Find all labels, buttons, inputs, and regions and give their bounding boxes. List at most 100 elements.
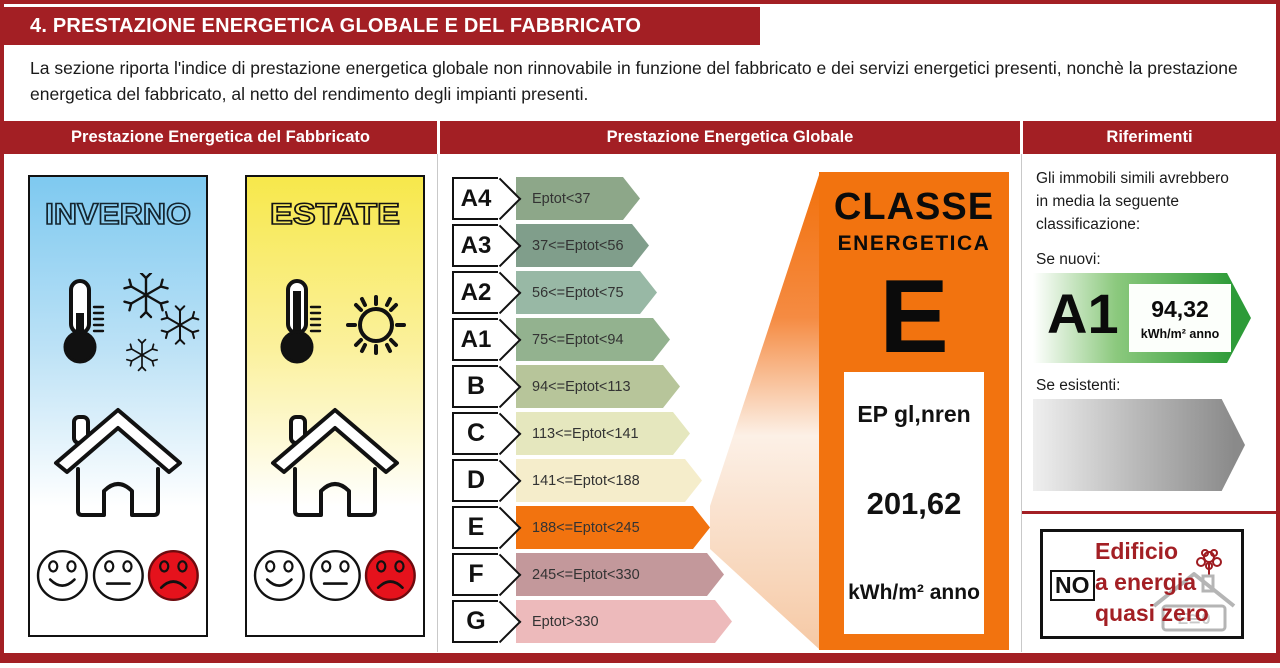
class-range-arrow-E: 188<=Eptot<245 [516, 506, 710, 549]
class-letter-label: G [452, 600, 498, 643]
class-range-arrow-G: Eptot>330 [516, 600, 732, 643]
riferimenti-intro: Gli immobili simili avrebbero in media l… [1036, 170, 1229, 233]
new-building-class: A1 [1047, 282, 1119, 345]
new-building-class-arrow: A1 94,32 kWh/m² anno [1033, 273, 1251, 363]
class-range-text: 37<=Eptot<56 [532, 237, 624, 254]
ep-metric-label: EP gl,nren [857, 401, 971, 428]
class-letter-label: B [452, 365, 498, 408]
sad-face-icon [365, 549, 417, 602]
class-letter-label: A2 [452, 271, 498, 314]
ep-value: 201,62 [866, 486, 962, 522]
class-letter-label: A4 [452, 177, 498, 220]
ep-value-box: EP gl,nren 201,62 kWh/m² anno [844, 372, 984, 634]
nzeb-box: E≅0 NO Edificio a energia quasi zero [1040, 529, 1244, 639]
snowflake-icon [123, 273, 200, 372]
class-letter-label: A1 [452, 318, 498, 361]
column-header-globale: Prestazione Energetica Globale [440, 121, 1020, 154]
summer-faces [253, 549, 417, 602]
energy-class-row-D: D 141<=Eptot<188 [452, 459, 732, 503]
class-range-arrow-C: 113<=Eptot<141 [516, 412, 690, 455]
winter-faces [36, 549, 200, 602]
class-letter-label: A3 [452, 224, 498, 267]
class-label-pentagon: A4 [452, 177, 522, 221]
riferimenti-divider [1022, 511, 1276, 514]
class-letter-label: F [452, 553, 498, 596]
nzeb-house-icon: E≅0 [1152, 549, 1236, 632]
house-icon [271, 408, 399, 517]
global-performance-column: A4 Eptot<37 A3 37<=Eptot<56 A2 56<=Eptot<75 A1… [440, 155, 1021, 652]
thermometer-icon [63, 279, 105, 364]
class-range-text: 245<=Eptot<330 [532, 566, 640, 583]
if-new-label: Se nuovi: [1036, 251, 1101, 268]
energy-class-row-G: G Eptot>330 [452, 600, 732, 644]
energy-class-row-A2: A2 56<=Eptot<75 [452, 271, 732, 315]
new-building-value: 94,32 [1151, 295, 1209, 322]
class-range-text: Eptot>330 [532, 613, 599, 630]
house-icon [54, 408, 182, 517]
nzeb-text-line2: a energia [1095, 569, 1196, 595]
class-range-arrow-A1: 75<=Eptot<94 [516, 318, 670, 361]
summer-title-text: ESTATE [270, 198, 400, 231]
class-range-text: Eptot<37 [532, 190, 591, 207]
happy-face-icon [253, 549, 305, 602]
class-label-pentagon: E [452, 506, 522, 550]
classe-title: CLASSE [833, 186, 995, 228]
class-range-arrow-A3: 37<=Eptot<56 [516, 224, 649, 267]
sad-face-icon [148, 549, 200, 602]
new-building-unit: kWh/m² anno [1140, 326, 1220, 341]
column-divider-left [437, 154, 438, 652]
energy-class-row-C: C 113<=Eptot<141 [452, 412, 732, 456]
class-letter-label: D [452, 459, 498, 502]
class-range-arrow-A2: 56<=Eptot<75 [516, 271, 657, 314]
class-letter-label: E [452, 506, 498, 549]
class-letter: E [879, 259, 949, 375]
nzeb-text-line3: quasi zero [1095, 600, 1209, 626]
summer-panel: ESTATE [245, 175, 425, 637]
if-existing-label: Se esistenti: [1036, 377, 1121, 394]
class-label-pentagon: B [452, 365, 522, 409]
energy-class-row-A4: A4 Eptot<37 [452, 177, 732, 221]
class-label-pentagon: D [452, 459, 522, 503]
energetica-title: ENERGETICA [837, 232, 991, 255]
energy-class-row-A1: A1 75<=Eptot<94 [452, 318, 732, 362]
section-title-bar: 4. PRESTAZIONE ENERGETICA GLOBALE E DEL … [4, 7, 760, 45]
happy-face-icon [36, 549, 88, 602]
summer-title: ESTATE [269, 197, 401, 232]
class-range-arrow-F: 245<=Eptot<330 [516, 553, 724, 596]
nzeb-text-line1: Edificio [1095, 538, 1179, 564]
section-title: 4. PRESTAZIONE ENERGETICA GLOBALE E DEL … [30, 14, 642, 37]
winter-title: INVERNO [44, 197, 192, 232]
class-range-text: 75<=Eptot<94 [532, 331, 624, 348]
energy-class-row-B: B 94<=Eptot<113 [452, 365, 732, 409]
energy-class-panel: CLASSE ENERGETICA E EP gl,nren 201,62 kW… [819, 172, 1009, 650]
class-label-pentagon: A2 [452, 271, 522, 315]
class-label-pentagon: G [452, 600, 522, 644]
class-range-text: 188<=Eptot<245 [532, 519, 640, 536]
class-range-text: 141<=Eptot<188 [532, 472, 640, 489]
class-range-text: 56<=Eptot<75 [532, 284, 624, 301]
class-range-arrow-D: 141<=Eptot<188 [516, 459, 702, 502]
class-label-pentagon: F [452, 553, 522, 597]
ep-unit: kWh/m² anno [848, 580, 980, 604]
energy-class-scale: A4 Eptot<37 A3 37<=Eptot<56 A2 56<=Eptot<75 A1… [452, 177, 732, 647]
column-divider-right [1021, 154, 1022, 652]
neutral-face-icon [309, 549, 361, 602]
existing-building-class-arrow [1033, 399, 1245, 491]
column-headers: Prestazione Energetica del Fabbricato Pr… [4, 121, 1276, 154]
section-description: La sezione riporta l'indice di prestazio… [30, 58, 1238, 104]
column-header-riferimenti: Riferimenti [1023, 121, 1276, 154]
column-header-fabbricato: Prestazione Energetica del Fabbricato [4, 121, 437, 154]
energy-class-row-F: F 245<=Eptot<330 [452, 553, 732, 597]
new-building-value-box: 94,32 kWh/m² anno [1129, 284, 1231, 352]
thermometer-icon [280, 279, 322, 364]
energy-class-row-E: E 188<=Eptot<245 [452, 506, 732, 550]
class-range-arrow-A4: Eptot<37 [516, 177, 640, 220]
class-range-text: 113<=Eptot<141 [532, 425, 639, 442]
energy-class-row-A3: A3 37<=Eptot<56 [452, 224, 732, 268]
nzeb-text: Edificio a energia quasi zero [1095, 536, 1209, 629]
class-label-pentagon: C [452, 412, 522, 456]
class-label-pentagon: A3 [452, 224, 522, 268]
sun-icon [346, 295, 406, 355]
nzeb-house-label: E≅0 [1178, 611, 1211, 628]
